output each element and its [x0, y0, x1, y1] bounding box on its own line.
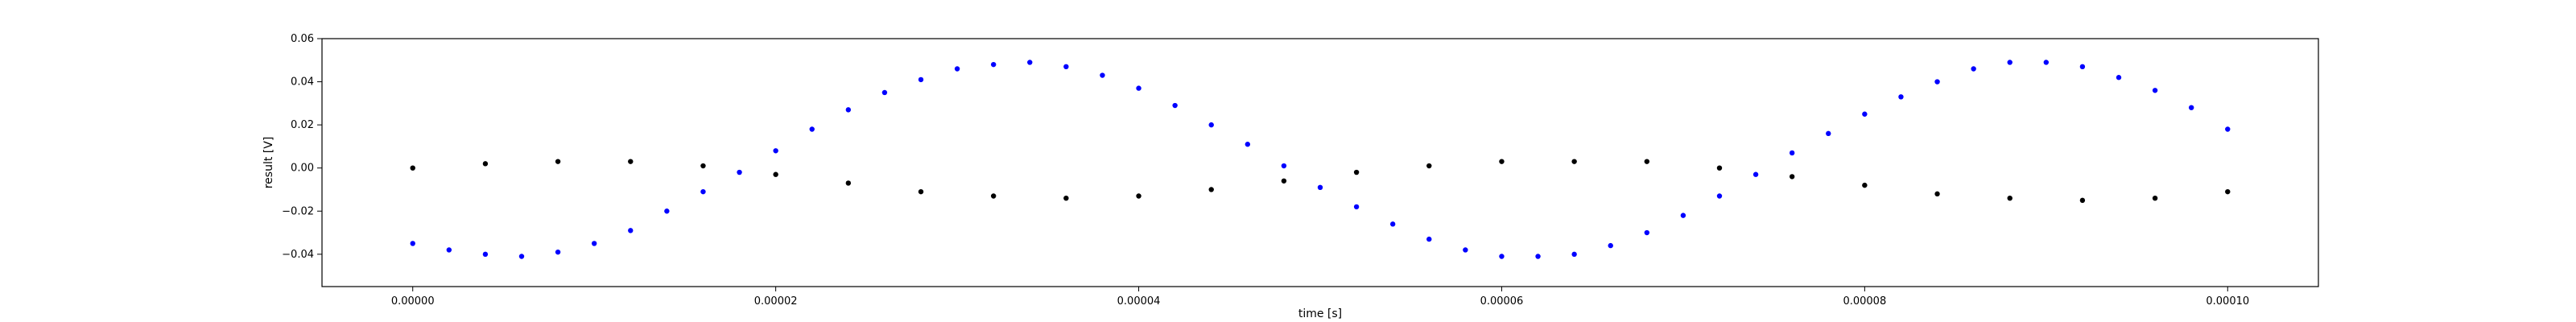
x-axis-label: time [s] — [1298, 308, 1342, 320]
series-black — [410, 159, 2231, 204]
x-tick-label: 0.00000 — [391, 295, 435, 308]
data-point-blue — [446, 247, 452, 253]
data-point-black — [773, 171, 778, 177]
data-point-blue — [2007, 60, 2013, 65]
data-point-blue — [845, 107, 852, 113]
data-point-blue — [737, 169, 742, 175]
data-point-black — [2007, 195, 2013, 201]
data-point-blue — [881, 89, 888, 96]
axes-frame — [321, 38, 2319, 287]
data-point-black — [1353, 169, 1360, 175]
data-point-black — [1716, 165, 1723, 171]
data-point-blue — [1353, 204, 1360, 210]
data-point-black — [2152, 195, 2158, 201]
data-point-blue — [1898, 94, 1904, 100]
data-point-blue — [2079, 64, 2086, 70]
data-point-blue — [1463, 247, 1468, 253]
data-point-black — [1934, 191, 1940, 197]
x-tick-label: 0.00004 — [1117, 295, 1161, 308]
data-point-blue — [1208, 122, 1214, 128]
data-point-blue — [482, 251, 489, 258]
x-tick-label: 0.00006 — [1480, 295, 1524, 308]
plot-area — [321, 38, 2319, 287]
data-point-black — [555, 159, 561, 164]
data-point-black — [845, 180, 852, 186]
data-point-black — [2225, 188, 2231, 195]
data-point-blue — [591, 241, 597, 246]
y-axis-label: result [V] — [262, 137, 275, 189]
data-point-blue — [1535, 254, 1541, 259]
data-point-blue — [1063, 64, 1069, 70]
x-tick-label: 0.00002 — [754, 295, 798, 308]
x-tick-label: 0.00010 — [2206, 295, 2249, 308]
data-point-blue — [1245, 142, 1251, 147]
data-point-blue — [1862, 111, 1868, 117]
data-point-blue — [809, 126, 815, 132]
data-point-black — [410, 165, 415, 171]
x-axis-ticks: 0.00000 0.00002 0.00004 0.00006 0.00008 0.000… — [391, 287, 2249, 308]
data-point-blue — [2225, 126, 2231, 132]
data-point-black — [1426, 163, 1432, 169]
y-tick-label: −0.02 — [282, 205, 314, 217]
y-tick-label: 0.02 — [291, 119, 314, 131]
data-point-blue — [1100, 72, 1105, 78]
data-point-blue — [1499, 254, 1505, 259]
y-tick-label: 0.04 — [291, 76, 314, 89]
y-tick-label: 0.06 — [291, 33, 314, 45]
y-tick-label: 0.00 — [291, 163, 314, 175]
data-point-blue — [1317, 184, 1323, 190]
data-point-blue — [628, 228, 634, 233]
data-point-black — [1644, 159, 1650, 164]
data-point-black — [482, 161, 489, 167]
data-point-blue — [1752, 171, 1759, 177]
data-point-black — [1063, 195, 1069, 201]
data-point-blue — [1136, 85, 1141, 91]
data-point-blue — [1281, 163, 1287, 169]
data-point-black — [628, 159, 634, 164]
x-tick-label: 0.00008 — [1843, 295, 1886, 308]
data-point-black — [700, 163, 706, 169]
data-point-blue — [918, 76, 924, 83]
data-point-blue — [773, 148, 778, 154]
data-point-black — [990, 193, 997, 199]
data-point-black — [2079, 197, 2086, 204]
data-point-black — [1789, 174, 1795, 180]
data-point-blue — [2152, 88, 2158, 93]
data-point-blue — [2116, 75, 2122, 80]
data-point-black — [1499, 159, 1505, 164]
data-point-blue — [1826, 130, 1831, 137]
data-point-blue — [954, 66, 960, 72]
data-point-blue — [1608, 242, 1613, 249]
data-point-blue — [1027, 60, 1033, 65]
data-point-blue — [1716, 193, 1723, 199]
data-point-black — [1281, 178, 1287, 184]
data-point-blue — [700, 188, 706, 195]
data-point-blue — [555, 249, 561, 255]
data-point-blue — [1426, 236, 1432, 242]
data-point-black — [1571, 159, 1577, 164]
data-point-blue — [1389, 221, 1396, 227]
data-point-blue — [1789, 150, 1795, 156]
data-point-black — [1208, 187, 1214, 192]
data-point-black — [1862, 182, 1868, 188]
data-point-blue — [990, 61, 997, 68]
data-point-blue — [1644, 229, 1650, 236]
data-point-blue — [1934, 79, 1940, 85]
data-point-blue — [518, 254, 525, 259]
data-point-black — [1136, 193, 1141, 199]
data-point-blue — [664, 208, 670, 214]
data-point-blue — [1971, 66, 1976, 72]
data-point-blue — [1172, 102, 1178, 109]
data-point-blue — [1571, 251, 1577, 258]
data-point-blue — [410, 241, 415, 246]
data-point-blue — [1680, 213, 1686, 218]
data-point-black — [918, 188, 924, 195]
y-tick-label: −0.04 — [282, 249, 314, 261]
y-axis-ticks: −0.04 −0.02 0.00 0.02 0.04 0.06 — [282, 33, 322, 261]
data-point-blue — [2188, 105, 2194, 110]
data-point-blue — [2043, 60, 2050, 65]
points-layer — [410, 60, 2231, 259]
series-blue — [410, 60, 2231, 259]
